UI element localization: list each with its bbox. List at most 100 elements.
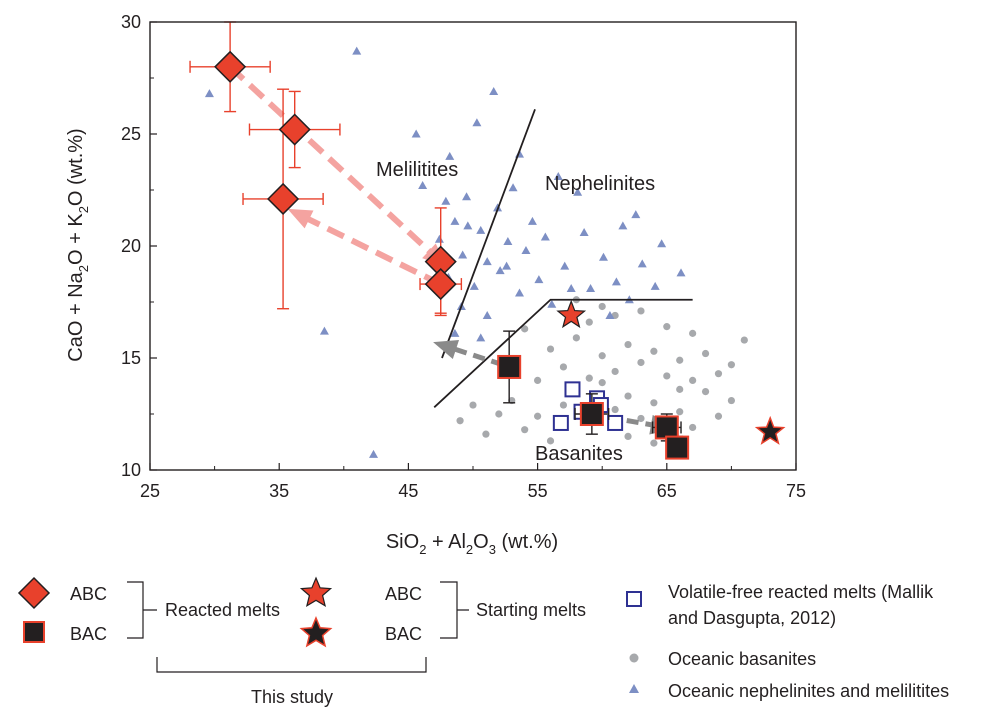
legend-volatile-free-label-line1: Volatile-free reacted melts (Mallik <box>668 582 934 602</box>
basanite-point <box>689 329 697 337</box>
basanite-point <box>676 385 684 393</box>
abc-reacted-melt-point <box>214 50 247 83</box>
abc-reacted-melt-point <box>424 268 457 301</box>
y-axis-label-mid: O + K <box>65 213 87 265</box>
y-axis-label: CaO + Na2O + K2O (wt.%) <box>65 128 91 361</box>
basanite-point <box>714 412 723 420</box>
y-tick-label: 25 <box>121 124 141 144</box>
x-axis-label-tail: (wt.%) <box>496 531 558 553</box>
basanite-point <box>546 345 555 353</box>
legend-abc-diamond-marker <box>17 576 51 610</box>
basanite-point <box>521 325 529 333</box>
nephelinite-point <box>352 46 362 55</box>
basanite-point <box>701 388 710 396</box>
x-tick-label: 25 <box>140 481 160 501</box>
nephelinite-point <box>482 310 492 319</box>
nephelinite-point <box>503 237 513 246</box>
volatile-free-point <box>552 414 569 431</box>
legend-star-abc-label: ABC <box>385 584 422 604</box>
basanite-point <box>546 437 555 445</box>
bac-reacted-melt-point <box>654 415 679 440</box>
nephelinite-point <box>450 216 460 225</box>
bac-starting-melt-star <box>754 415 786 445</box>
nephelinite-point <box>676 268 686 277</box>
basanite-point <box>637 307 645 315</box>
x-tick-label: 45 <box>398 481 418 501</box>
basanite-point <box>714 370 723 378</box>
abc-reacted-melt-point <box>278 113 311 146</box>
nephelinite-point <box>598 252 608 261</box>
x-axis-label-mid: + Al <box>426 531 465 553</box>
field-label-nephelinites: Nephelinites <box>545 173 655 195</box>
x-axis-label-main: SiO <box>386 531 419 553</box>
basanite-point <box>663 323 671 331</box>
y-axis-label-sub2: 2 <box>76 206 91 213</box>
nephelinite-point <box>508 183 518 192</box>
y-axis-label-sub1: 2 <box>76 265 91 272</box>
nephelinite-point <box>489 86 499 95</box>
nephelinite-point <box>445 151 455 160</box>
nephelinite-point <box>637 259 647 268</box>
legend-bac-square-marker <box>23 621 45 643</box>
basanite-point <box>521 426 529 434</box>
legend-basanite-marker <box>629 653 639 663</box>
axes: 25 35 45 55 65 75 10 15 20 25 30 <box>121 12 806 501</box>
volatile-free-point <box>564 381 581 398</box>
nephelinite-point <box>515 288 525 297</box>
trend-arrow-head <box>287 208 314 229</box>
basanite-point <box>611 367 619 376</box>
basanite-point <box>676 408 684 416</box>
nephelinite-point <box>450 328 460 337</box>
legend-bac-star-marker <box>299 616 333 648</box>
basanite-point <box>534 412 542 420</box>
legend-abc-label: ABC <box>70 584 107 604</box>
trend-arrow-line <box>293 209 443 287</box>
y-tick-label: 30 <box>121 12 141 32</box>
basanite-point <box>650 347 658 355</box>
x-axis-label-sub1: 2 <box>419 542 426 557</box>
legend-reacted-melts-label: Reacted melts <box>165 600 280 620</box>
x-axis-label-sub2: 2 <box>466 542 473 557</box>
nephelinite-point <box>586 284 596 293</box>
nephelinite-point <box>411 129 421 138</box>
nephelinite-point <box>434 234 444 243</box>
nephelinite-point <box>521 245 531 254</box>
basanite-point <box>598 379 606 387</box>
y-tick-label: 20 <box>121 236 141 256</box>
legend-oceanic-basanites-label: Oceanic basanites <box>668 649 816 669</box>
basanite-point <box>482 430 490 438</box>
legend-starting-melts-label: Starting melts <box>476 600 586 620</box>
basanite-point <box>495 410 503 418</box>
abc-starting-melt-star <box>556 299 587 329</box>
field-boundary-line <box>441 109 536 359</box>
basanite-point <box>663 372 671 380</box>
basanite-point <box>637 414 645 423</box>
nephelinite-point <box>369 449 379 458</box>
legend-volatile-free-marker <box>626 591 642 607</box>
basanite-point <box>727 361 736 369</box>
nephelinite-point <box>540 232 550 241</box>
nephelinite-point <box>560 261 570 270</box>
bac-reacted-melt-point <box>497 354 522 379</box>
basanite-point <box>701 349 710 358</box>
nephelinite-point <box>502 261 512 270</box>
x-tick-label: 55 <box>528 481 548 501</box>
field-label-basanites: Basanites <box>535 443 623 465</box>
nephelinite-point <box>534 275 544 284</box>
x-axis-label-mid2: O <box>473 531 489 553</box>
legend-reacted-bracket <box>127 581 157 639</box>
basanite-point <box>624 340 632 349</box>
basanite-point <box>469 401 477 409</box>
legend-volatile-free-label-line2: and Dasgupta, 2012) <box>668 608 836 628</box>
nephelinite-point <box>482 257 492 266</box>
x-axis-label: SiO2 + Al2O3 (wt.%) <box>386 531 558 557</box>
basanite-point <box>676 356 684 364</box>
y-tick-label: 10 <box>121 460 141 480</box>
trend-arrow-line <box>439 342 504 368</box>
y-tick-label: 15 <box>121 348 141 368</box>
y-axis-label-tail: O (wt.%) <box>65 128 87 206</box>
volatile-free-point <box>607 414 624 431</box>
bac-reacted-melt-point <box>579 402 604 426</box>
basanite-point <box>740 336 748 344</box>
nephelinite-point <box>441 196 451 205</box>
